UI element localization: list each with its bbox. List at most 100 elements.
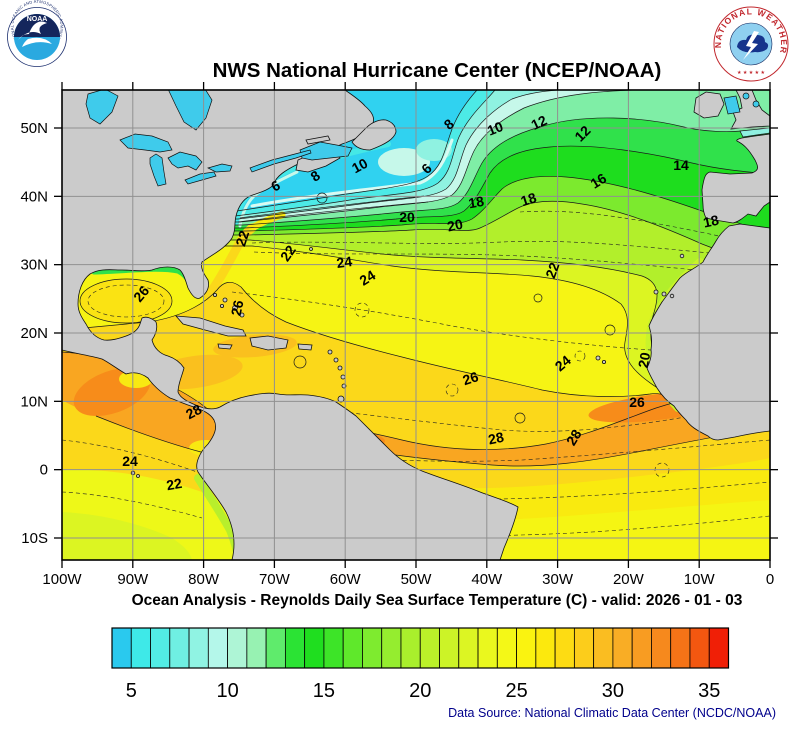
isotherm-label: 20 <box>399 209 415 225</box>
colorbar-tick-label: 30 <box>602 680 624 702</box>
x-axis-tick-label: 10W <box>684 571 716 588</box>
colorbar-labels: 5 10 15 20 25 30 35 <box>126 680 721 702</box>
x-axis-tick-label: 90W <box>117 571 149 588</box>
y-axis-tick-label: 30N <box>20 257 48 274</box>
isotherm-label: 20 <box>635 351 653 369</box>
colorbar-cell <box>593 627 614 669</box>
noaa-logo-icon: NATIONAL OCEANIC AND ATMOSPHERIC ADMINIS… <box>5 0 67 67</box>
axis-labels: 100W 90W 80W 70W 60W 50W 40W 30W 20W 10W 0 50N 40N 30… <box>20 120 774 588</box>
colorbar-frame <box>111 627 730 669</box>
colorbar-cell <box>631 627 652 669</box>
isotherm-label: 18 <box>702 212 721 231</box>
isotherm-label: 22 <box>165 475 183 493</box>
axis-ticks <box>54 82 778 568</box>
africa-landmass <box>646 223 770 441</box>
lake-erie <box>184 171 217 185</box>
colorbar-cell <box>554 627 575 669</box>
x-axis-tick-label: 80W <box>188 571 220 588</box>
isotherm-label: 28 <box>563 426 585 448</box>
lake-ontario <box>207 163 233 173</box>
noaa-wordmark: NOAA <box>27 16 48 23</box>
page-title: NWS National Hurricane Center (NCEP/NOAA… <box>213 59 662 82</box>
isotherm-label: 16 <box>588 170 610 192</box>
anticosti-island <box>305 135 331 145</box>
isotherm-label: 14 <box>673 157 689 173</box>
isotherm-label: 26 <box>461 368 481 388</box>
colorbar-cell <box>304 627 325 669</box>
great-britain <box>730 90 770 130</box>
colorbar-cell <box>246 627 267 669</box>
colorbar-cell <box>265 627 286 669</box>
english-channel <box>739 127 770 138</box>
isotherm-label: 12 <box>528 112 549 133</box>
colorbar-cell <box>130 627 151 669</box>
isotherm-label: 26 <box>629 394 645 410</box>
isotherm-label: 24 <box>357 267 379 289</box>
isotherm-label: 22 <box>232 228 252 248</box>
isotherm-label: 10 <box>485 118 506 139</box>
y-axis-tick-label: 10N <box>20 393 48 410</box>
nws-logo-icon: NATIONAL WEATHER SERVICE ★ ★ ★ ★ ★ <box>709 0 789 82</box>
x-axis-tick-label: 20W <box>613 571 645 588</box>
isotherm-label: 28 <box>183 401 204 423</box>
colorbar-cell <box>689 627 710 669</box>
y-axis-tick-label: 40N <box>20 188 48 205</box>
cuba <box>175 315 247 337</box>
x-axis-tick-label: 30W <box>542 571 574 588</box>
y-axis-tick-label: 0 <box>40 462 48 479</box>
isotherm-label: 18 <box>519 189 539 209</box>
hispaniola <box>249 335 289 351</box>
puerto-rico <box>297 343 313 351</box>
isotherm-label: 26 <box>228 298 247 317</box>
x-axis-tick-label: 50W <box>401 571 433 588</box>
isotherm-label: 18 <box>467 193 485 211</box>
isotherm-label: 24 <box>335 253 353 271</box>
colorbar-cell <box>207 627 228 669</box>
colorbar-cell <box>362 627 383 669</box>
y-axis-tick-label: 50N <box>20 120 48 137</box>
colorbar-cell <box>651 627 672 669</box>
colorbar-cell <box>227 627 248 669</box>
colorbar-cell <box>458 627 479 669</box>
isotherm-label: 28 <box>487 429 506 448</box>
colorbar-cell <box>670 627 691 669</box>
y-axis-tick-label: 10S <box>21 530 48 547</box>
colorbar-cell <box>150 627 171 669</box>
colorbar-cell <box>111 627 132 669</box>
colorbar-cell <box>400 627 421 669</box>
europe-landmass <box>701 133 770 224</box>
temperature-colorbar <box>111 627 729 669</box>
y-axis-tick-label: 20N <box>20 325 48 342</box>
jamaica <box>217 343 233 350</box>
colorbar-tick-label: 10 <box>216 680 238 702</box>
colorbar-cell <box>188 627 209 669</box>
colorbar-cell <box>496 627 517 669</box>
colorbar-cell <box>419 627 440 669</box>
data-source-note: Data Source: National Climatic Data Cent… <box>448 706 776 720</box>
lake-michigan <box>149 153 167 187</box>
ireland <box>693 91 725 119</box>
isotherm-label: 20 <box>446 216 465 235</box>
newfoundland <box>351 119 397 151</box>
colorbar-cell <box>573 627 595 669</box>
x-axis-tick-label: 100W <box>42 571 82 588</box>
colorbar-cell <box>169 627 190 669</box>
colorbar-tick-label: 25 <box>505 680 527 702</box>
colorbar-cell <box>708 627 729 669</box>
colorbar-tick-label: 20 <box>409 680 431 702</box>
isotherm-label: 24 <box>122 453 138 469</box>
colorbar-cell <box>284 627 306 669</box>
x-axis-tick-label: 0 <box>766 571 774 588</box>
irish-sea <box>723 95 741 115</box>
colorbar-cell <box>612 627 633 669</box>
graticule-gridlines <box>62 90 770 560</box>
colorbar-tick-label: 15 <box>313 680 335 702</box>
colorbar-cell <box>342 627 363 669</box>
colorbar-cell <box>439 627 460 669</box>
colorbar-tick-label: 35 <box>698 680 720 702</box>
gulf-of-st-lawrence <box>299 141 353 161</box>
x-axis-tick-label: 40W <box>471 571 503 588</box>
americas-landmass <box>62 90 519 560</box>
